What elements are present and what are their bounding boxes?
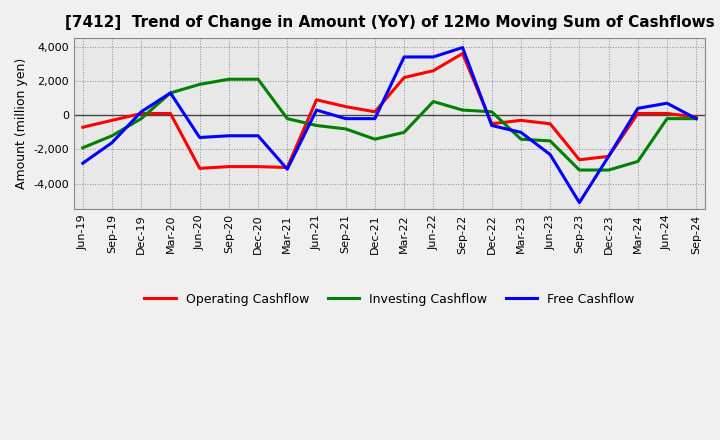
Line: Free Cashflow: Free Cashflow: [83, 48, 696, 202]
Operating Cashflow: [341, 104, 350, 109]
Operating Cashflow: [283, 165, 292, 170]
Investing Cashflow: [487, 109, 496, 114]
Investing Cashflow: [429, 99, 438, 104]
Operating Cashflow: [225, 164, 233, 169]
Operating Cashflow: [371, 109, 379, 114]
Free Cashflow: [634, 106, 642, 111]
Operating Cashflow: [166, 111, 175, 116]
Free Cashflow: [312, 107, 321, 113]
Line: Investing Cashflow: Investing Cashflow: [83, 79, 696, 170]
Operating Cashflow: [458, 51, 467, 56]
Investing Cashflow: [575, 167, 584, 172]
Investing Cashflow: [458, 107, 467, 113]
Free Cashflow: [546, 152, 554, 157]
Operating Cashflow: [78, 125, 87, 130]
Operating Cashflow: [253, 164, 262, 169]
Free Cashflow: [108, 140, 117, 145]
Free Cashflow: [575, 200, 584, 205]
Free Cashflow: [692, 116, 701, 121]
Investing Cashflow: [283, 116, 292, 121]
Free Cashflow: [429, 54, 438, 59]
Free Cashflow: [604, 154, 613, 159]
Free Cashflow: [195, 135, 204, 140]
Free Cashflow: [283, 167, 292, 172]
Free Cashflow: [341, 116, 350, 121]
Investing Cashflow: [634, 159, 642, 164]
Investing Cashflow: [225, 77, 233, 82]
Investing Cashflow: [692, 116, 701, 121]
Operating Cashflow: [692, 114, 701, 120]
Investing Cashflow: [108, 133, 117, 139]
Free Cashflow: [458, 45, 467, 50]
Investing Cashflow: [78, 145, 87, 150]
Line: Operating Cashflow: Operating Cashflow: [83, 54, 696, 169]
Free Cashflow: [400, 54, 408, 59]
Free Cashflow: [371, 116, 379, 121]
Operating Cashflow: [108, 118, 117, 123]
Free Cashflow: [78, 161, 87, 166]
Investing Cashflow: [166, 90, 175, 95]
Operating Cashflow: [429, 68, 438, 73]
Investing Cashflow: [312, 123, 321, 128]
Free Cashflow: [487, 123, 496, 128]
Investing Cashflow: [195, 82, 204, 87]
Investing Cashflow: [546, 138, 554, 143]
Free Cashflow: [253, 133, 262, 139]
Free Cashflow: [137, 109, 145, 114]
Free Cashflow: [166, 90, 175, 95]
Operating Cashflow: [604, 154, 613, 159]
Free Cashflow: [225, 133, 233, 139]
Operating Cashflow: [634, 111, 642, 116]
Free Cashflow: [662, 101, 671, 106]
Investing Cashflow: [604, 167, 613, 172]
Investing Cashflow: [517, 136, 526, 142]
Operating Cashflow: [546, 121, 554, 126]
Operating Cashflow: [400, 75, 408, 80]
Legend: Operating Cashflow, Investing Cashflow, Free Cashflow: Operating Cashflow, Investing Cashflow, …: [140, 288, 639, 311]
Operating Cashflow: [575, 157, 584, 162]
Investing Cashflow: [137, 116, 145, 121]
Investing Cashflow: [662, 116, 671, 121]
Title: [7412]  Trend of Change in Amount (YoY) of 12Mo Moving Sum of Cashflows: [7412] Trend of Change in Amount (YoY) o…: [65, 15, 714, 30]
Operating Cashflow: [517, 118, 526, 123]
Investing Cashflow: [400, 130, 408, 135]
Operating Cashflow: [312, 97, 321, 103]
Free Cashflow: [517, 130, 526, 135]
Y-axis label: Amount (million yen): Amount (million yen): [15, 58, 28, 189]
Investing Cashflow: [371, 136, 379, 142]
Operating Cashflow: [195, 166, 204, 171]
Investing Cashflow: [253, 77, 262, 82]
Operating Cashflow: [487, 121, 496, 126]
Operating Cashflow: [137, 111, 145, 116]
Operating Cashflow: [662, 111, 671, 116]
Investing Cashflow: [341, 126, 350, 132]
